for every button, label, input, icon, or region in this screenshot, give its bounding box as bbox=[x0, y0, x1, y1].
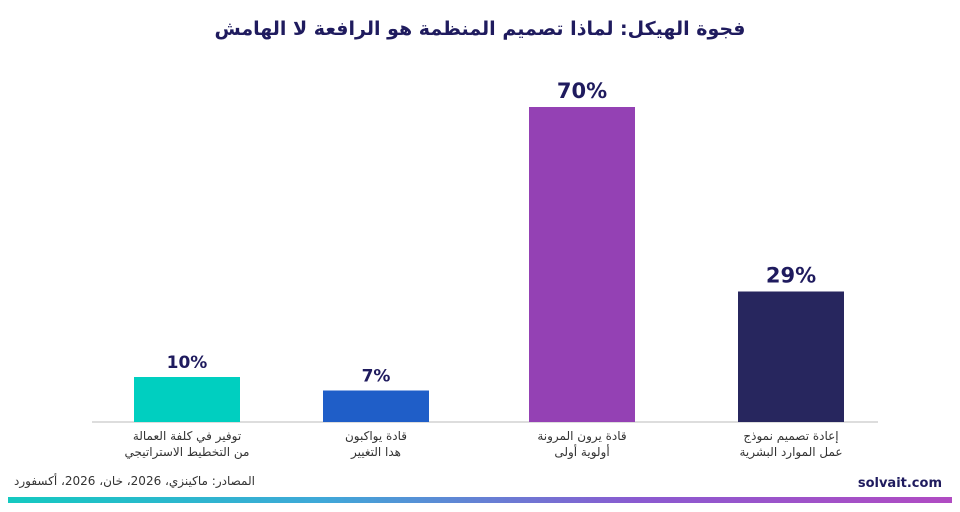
chart-title: فجوة الهيكل: لماذا تصميم المنظمة هو الرا… bbox=[214, 18, 746, 40]
bar-value-label-4: 29% bbox=[766, 264, 816, 288]
bar-value-label-2: 7% bbox=[362, 367, 391, 387]
category-label-2-line-2: هدا التغيير bbox=[350, 445, 401, 460]
brand-link[interactable]: solvait.com bbox=[857, 476, 942, 491]
bar-3 bbox=[529, 107, 635, 422]
bar-1 bbox=[134, 377, 240, 422]
category-label-1-line-2: من التخطيط الاستراتيجي bbox=[125, 445, 250, 460]
bar-4 bbox=[738, 291, 844, 422]
category-label-2-line-1: قادة يواكبون bbox=[345, 429, 407, 444]
category-label-3-line-1: قادة يرون المرونة bbox=[537, 429, 626, 444]
bar-2 bbox=[323, 390, 429, 422]
category-label-3-line-2: أولوية أولى bbox=[554, 444, 609, 460]
bar-value-label-1: 10% bbox=[167, 353, 208, 373]
category-label-4-line-1: إعادة تصميم نموذج bbox=[743, 429, 838, 444]
bar-value-label-3: 70% bbox=[557, 79, 607, 103]
source-note: المصادر: ماكينزي، 2026، خان، 2026، أكسفو… bbox=[14, 474, 255, 488]
accent-gradient-bar bbox=[8, 497, 952, 503]
category-label-4-line-2: عمل الموارد البشرية bbox=[739, 445, 842, 460]
category-label-1-line-1: توفير في كلفة العمالة bbox=[133, 429, 241, 444]
